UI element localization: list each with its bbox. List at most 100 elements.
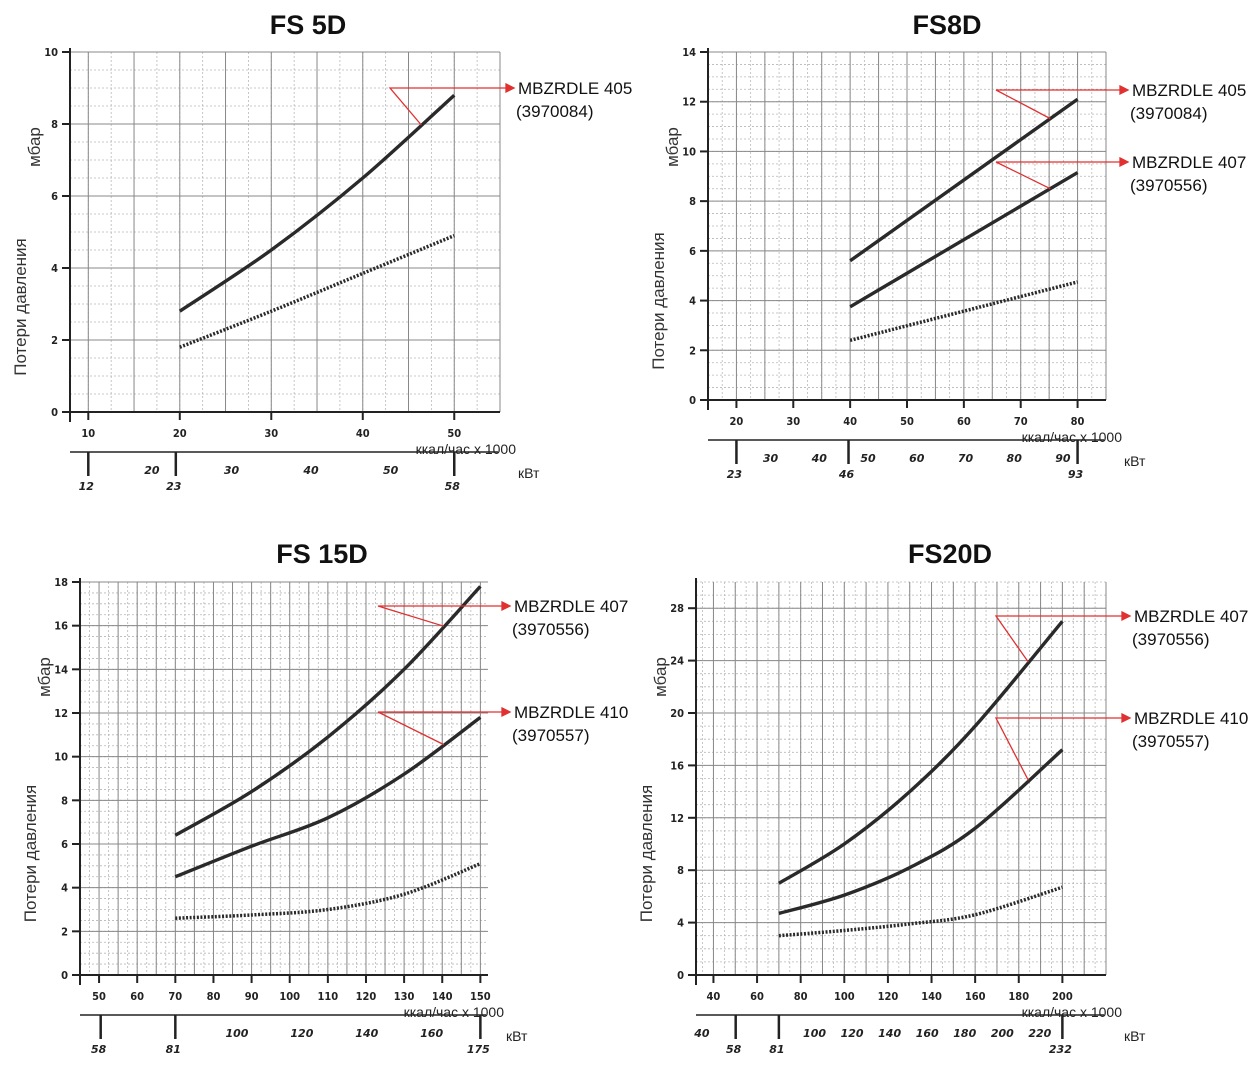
major-grid bbox=[708, 51, 1107, 401]
y-tick-label: 6 bbox=[689, 245, 696, 258]
kw-tick-label: 93 bbox=[1068, 468, 1084, 481]
x-tick-label: 10 bbox=[81, 427, 95, 440]
legend-code: (3970557) bbox=[1132, 732, 1210, 751]
legend-leader bbox=[388, 82, 516, 126]
series-dotted-line bbox=[778, 885, 1063, 938]
x-tick-label: 70 bbox=[168, 990, 182, 1003]
legend-leader bbox=[995, 156, 1130, 190]
kw-tick-label: 200 bbox=[991, 1027, 1014, 1040]
kw-tick-label: 40 bbox=[693, 1027, 710, 1040]
kw-tick-label: 140 bbox=[355, 1027, 378, 1040]
series-dotted-line bbox=[179, 233, 455, 349]
x-tick-label: 60 bbox=[130, 990, 144, 1003]
x-tick-label: 80 bbox=[1071, 415, 1085, 428]
x-tick-label: 90 bbox=[245, 990, 259, 1003]
kw-tick-label: 100 bbox=[226, 1027, 249, 1040]
chart-panel-3: FS 15D 0 2 4 6 8 10 12 14 16 18 50 60 70 80 90 100 110 120… bbox=[21, 539, 628, 1056]
x-tick-label: 130 bbox=[394, 990, 415, 1003]
legend-leader bbox=[377, 706, 512, 746]
x-tick-label: 160 bbox=[965, 990, 986, 1003]
leader-line bbox=[388, 87, 506, 126]
minor-grid bbox=[80, 581, 488, 976]
series-dotted-line bbox=[849, 280, 1079, 343]
x-tick-label: 100 bbox=[834, 990, 855, 1003]
x-tick-label: 30 bbox=[264, 427, 278, 440]
y-axis-unit: мбар bbox=[35, 657, 54, 697]
series-line bbox=[174, 716, 482, 879]
y-tick-label: 4 bbox=[51, 262, 58, 275]
leader-line bbox=[994, 717, 1122, 781]
y-tick-label: 14 bbox=[682, 46, 696, 59]
x-axis-label: ккал/час x 1000 bbox=[1022, 429, 1123, 445]
x-tick-label: 20 bbox=[730, 415, 744, 428]
legend-leader bbox=[995, 84, 1130, 120]
legend-name: MBZRDLE 410 bbox=[514, 703, 628, 722]
kw-tick-label: 20 bbox=[144, 464, 160, 477]
y-tick-label: 0 bbox=[689, 394, 696, 407]
y-tick-label: 2 bbox=[51, 334, 58, 347]
kw-tick-label: 220 bbox=[1028, 1027, 1051, 1040]
kw-tick-label: 160 bbox=[420, 1027, 443, 1040]
chart-title: FS20D bbox=[908, 539, 992, 569]
x-axis-label: ккал/час x 1000 bbox=[404, 1004, 505, 1020]
kw-axis-label: кВт bbox=[1124, 453, 1146, 469]
kw-tick-label: 120 bbox=[841, 1027, 864, 1040]
kw-tick-label: 180 bbox=[953, 1027, 976, 1040]
kw-tick-label: 60 bbox=[909, 452, 925, 465]
x-tick-label: 70 bbox=[1014, 415, 1028, 428]
y-axis-label: Потери давления bbox=[637, 785, 656, 923]
x-tick-label: 110 bbox=[318, 990, 339, 1003]
y-tick-label: 8 bbox=[689, 195, 696, 208]
kw-tick-label: 30 bbox=[763, 452, 779, 465]
kw-tick-label: 40 bbox=[302, 464, 319, 477]
y-tick-label: 8 bbox=[51, 118, 58, 131]
x-tick-label: 140 bbox=[432, 990, 453, 1003]
y-tick-label: 4 bbox=[677, 917, 684, 930]
kw-tick-label: 160 bbox=[916, 1027, 939, 1040]
x-tick-label: 140 bbox=[921, 990, 942, 1003]
legend-name: MBZRDLE 407 bbox=[1134, 607, 1248, 626]
y-tick-label: 20 bbox=[670, 707, 684, 720]
kw-tick-label: 50 bbox=[383, 464, 399, 477]
kw-tick-label: 23 bbox=[727, 468, 743, 481]
x-tick-label: 120 bbox=[356, 990, 377, 1003]
y-axis-unit: мбар bbox=[25, 127, 44, 167]
kw-tick-label: 30 bbox=[224, 464, 240, 477]
series-dotted-line bbox=[175, 862, 482, 920]
y-axis-unit: мбар bbox=[651, 657, 670, 697]
series-line bbox=[174, 585, 482, 837]
x-tick-label: 30 bbox=[786, 415, 800, 428]
y-tick-label: 4 bbox=[689, 295, 696, 308]
y-tick-label: 2 bbox=[689, 344, 696, 357]
legend-code: (3970084) bbox=[516, 102, 594, 121]
y-tick-label: 12 bbox=[54, 707, 68, 720]
kw-axis-label: кВт bbox=[518, 465, 540, 481]
chart-panel-4: FS20D 0 4 8 12 16 20 24 28 40 60 80 100 120 140 160 180 2… bbox=[637, 539, 1248, 1056]
legend-code: (3970557) bbox=[512, 726, 590, 745]
x-tick-label: 80 bbox=[207, 990, 221, 1003]
kw-tick-label: 80 bbox=[1007, 452, 1023, 465]
leader-arrow bbox=[501, 706, 512, 718]
y-axis-label: Потери давления bbox=[11, 238, 30, 376]
kw-tick-label: 100 bbox=[803, 1027, 826, 1040]
kw-axis-label: кВт bbox=[506, 1028, 528, 1044]
y-tick-label: 4 bbox=[61, 882, 68, 895]
kw-tick-label: 58 bbox=[91, 1043, 107, 1056]
x-axis-label: ккал/час x 1000 bbox=[1022, 1004, 1123, 1020]
kw-axis-label: кВт bbox=[1124, 1028, 1146, 1044]
leader-arrow bbox=[1119, 84, 1130, 96]
x-tick-label: 40 bbox=[356, 427, 370, 440]
kw-tick-label: 81 bbox=[166, 1043, 181, 1056]
y-tick-label: 10 bbox=[682, 145, 696, 158]
leader-arrow bbox=[505, 82, 516, 94]
y-axis-label: Потери давления bbox=[21, 785, 40, 923]
y-tick-label: 0 bbox=[61, 969, 68, 982]
kw-tick-label: 232 bbox=[1049, 1043, 1072, 1056]
kw-tick-label: 58 bbox=[445, 480, 461, 493]
series-line bbox=[778, 748, 1064, 916]
legend-name: MBZRDLE 407 bbox=[1132, 153, 1246, 172]
y-tick-label: 12 bbox=[682, 96, 696, 109]
y-tick-label: 16 bbox=[54, 620, 68, 633]
x-tick-label: 50 bbox=[900, 415, 914, 428]
